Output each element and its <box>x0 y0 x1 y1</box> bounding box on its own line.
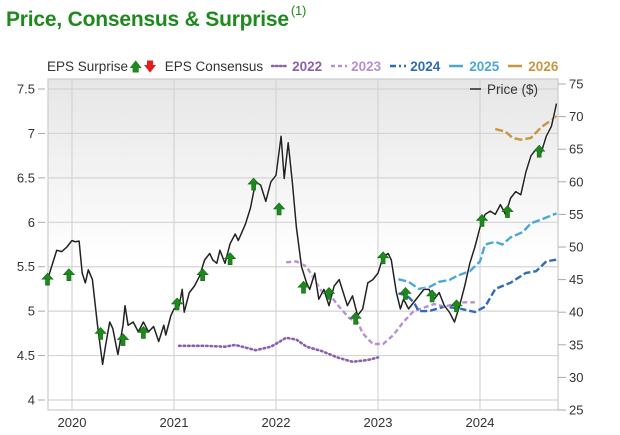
up-arrow-icon <box>475 214 489 227</box>
axes: 4 4.5 5 5.5 6 6.5 7 7.5 25 30 35 40 45 50 55 60 65 70 75 20… <box>17 77 584 431</box>
up-arrow-icon <box>376 251 390 265</box>
legend: EPS Surprise 🡅 🡇 EPS Consensus 2022 2023… <box>47 57 566 75</box>
up-arrow-icon <box>62 268 76 282</box>
down-arrow-icon: 🡇 <box>143 58 157 74</box>
up-arrow-icon <box>533 144 546 158</box>
right-axis-label: 25 <box>569 403 583 418</box>
up-arrow-icon <box>425 289 439 303</box>
right-axis-label: 75 <box>569 77 583 92</box>
dash-dot-line-icon <box>390 64 407 68</box>
eps-surprise-markers <box>41 144 546 346</box>
legend-eps-surprise-label: EPS Surprise <box>47 58 129 74</box>
legend-eps-consensus-label: EPS Consensus <box>164 58 264 74</box>
up-arrow-icon <box>170 297 184 311</box>
left-axis-label: 7 <box>28 126 35 141</box>
up-arrow-icon: 🡅 <box>129 58 143 74</box>
legend-year-label: 2025 <box>469 58 500 74</box>
consensus-line-2026 <box>494 114 558 141</box>
right-axis-label: 45 <box>569 272 583 287</box>
up-arrow-icon <box>349 311 362 325</box>
legend-price: Price ($) <box>470 82 538 97</box>
price-line <box>45 103 558 366</box>
legend-year-label: 2023 <box>351 58 382 74</box>
legend-price-label: Price ($) <box>487 82 538 97</box>
x-axis-label: 2022 <box>262 415 291 430</box>
right-axis-label: 50 <box>569 240 583 255</box>
up-arrow-icon <box>322 286 336 300</box>
legend-year-2023: 2023 <box>330 59 381 74</box>
dashed-line-icon <box>508 64 523 68</box>
chart-title-footnote: (1) <box>290 3 307 18</box>
left-axis-label: 4.5 <box>17 348 35 363</box>
up-arrow-icon <box>196 268 209 282</box>
data-series <box>44 103 559 366</box>
left-axis-label: 7.5 <box>17 82 35 97</box>
left-axis-label: 6.5 <box>17 170 35 185</box>
legend-year-label: 2026 <box>528 58 559 74</box>
right-axis-label: 70 <box>569 109 583 124</box>
x-axis-label: 2023 <box>364 415 393 430</box>
up-arrow-icon <box>399 286 412 300</box>
up-arrow-icon <box>94 326 107 340</box>
right-axis-label: 35 <box>569 337 583 352</box>
up-arrow-icon <box>297 280 310 294</box>
right-axis-label: 55 <box>569 207 583 222</box>
up-arrow-icon <box>41 272 54 286</box>
right-axis-label: 60 <box>569 174 583 189</box>
up-arrow-icon <box>247 177 260 191</box>
legend-year-2024: 2024 <box>389 59 440 74</box>
consensus-line-2024 <box>398 258 557 314</box>
left-axis-label: 5 <box>28 304 35 319</box>
x-axis-label: 2020 <box>58 415 87 430</box>
up-arrow-icon <box>223 252 237 266</box>
legend-year-label: 2024 <box>410 58 441 74</box>
dashed-line-icon <box>331 64 348 68</box>
x-axis-label: 2021 <box>160 415 189 430</box>
consensus-line-2025 <box>398 212 557 291</box>
right-axis-label: 30 <box>569 370 583 385</box>
left-axis-label: 4 <box>28 393 35 408</box>
up-arrow-icon <box>116 333 130 346</box>
legend-eps-surprise: EPS Surprise 🡅 🡇 <box>47 59 157 74</box>
chart-title: Price, Consensus & Surprise (1) <box>6 3 307 32</box>
plot-background <box>48 79 558 410</box>
right-axis-label: 40 <box>569 305 583 320</box>
plot-border <box>47 78 559 411</box>
up-arrow-icon <box>450 299 463 313</box>
legend-eps-consensus: EPS Consensus <box>165 59 263 74</box>
up-arrow-icon <box>137 326 150 339</box>
dotted-line-icon <box>271 64 290 68</box>
right-axis-label: 65 <box>569 142 583 157</box>
chart-title-text: Price, Consensus & Surprise <box>6 8 289 31</box>
left-axis-label: 6 <box>28 215 35 230</box>
legend-year-2025: 2025 <box>448 59 499 74</box>
consensus-line-2022 <box>177 336 380 364</box>
up-arrow-icon <box>501 205 514 218</box>
dashed-line-icon <box>449 64 464 68</box>
left-axis-label: 5.5 <box>17 259 35 274</box>
up-arrow-icon <box>272 202 286 216</box>
legend-year-label: 2022 <box>292 58 323 74</box>
x-axis-label: 2024 <box>466 415 495 430</box>
legend-year-2026: 2026 <box>507 59 558 74</box>
legend-year-2022: 2022 <box>271 59 322 74</box>
